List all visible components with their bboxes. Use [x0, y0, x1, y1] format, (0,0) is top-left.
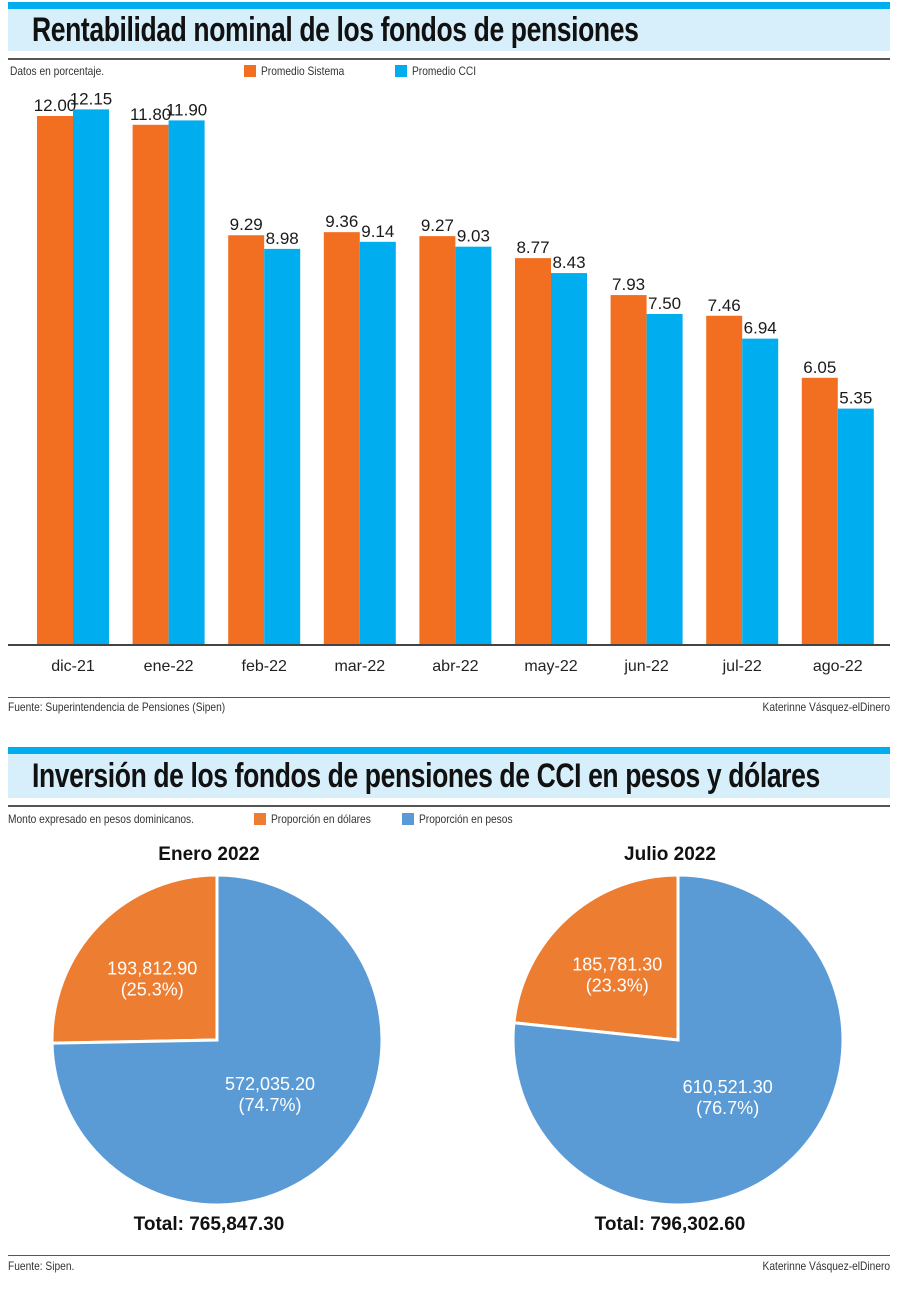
pie-total-label: Total: 765,847.30 [134, 1214, 285, 1235]
x-tick-label: jul-22 [722, 658, 762, 675]
bar-value-label: 11.90 [166, 100, 207, 119]
legend-label-promedio-cci: Promedio CCI [412, 64, 477, 78]
section2-credit: Katerinne Vásquez-elDinero [762, 1259, 890, 1273]
bar-value-label: 7.93 [612, 275, 645, 294]
bar-promedio-sistema-dic-21 [37, 116, 73, 644]
section1-top-bar [8, 2, 890, 9]
bar-value-label: 6.94 [744, 319, 777, 338]
bar-value-label: 9.27 [421, 216, 454, 235]
section1-header-rule [8, 58, 890, 60]
section1-title: Rentabilidad nominal de los fondos de pe… [32, 11, 639, 49]
pie-total-label: Total: 796,302.60 [595, 1214, 746, 1235]
section2-top-bar [8, 747, 890, 754]
section2-source: Fuente: Sipen. [8, 1259, 75, 1273]
bar-promedio-cci-jul-22 [742, 338, 779, 644]
x-tick-label: feb-22 [242, 658, 287, 675]
bar-value-label: 9.29 [230, 215, 263, 234]
legend-swatch-dolares [254, 813, 266, 825]
bar-value-label: 12.00 [34, 96, 77, 115]
pie-charts: Enero 2022 193,812.90(25.3%) 572,035.20(74… [50, 844, 845, 1235]
pie-title: Enero 2022 [158, 844, 259, 865]
bar-promedio-sistema-jul-22 [706, 315, 743, 644]
bar-value-label: 6.05 [803, 358, 836, 377]
section2-note: Monto expresado en pesos dominicanos. [8, 812, 194, 826]
legend-label-pesos: Proporción en pesos [419, 812, 513, 826]
x-tick-label: ene-22 [144, 658, 194, 675]
pie-value-label: 185,781.30 [572, 955, 662, 975]
bar-promedio-cci-dic-21 [73, 109, 109, 644]
bar-promedio-sistema-mar-22 [323, 232, 360, 644]
bar-value-label: 8.43 [552, 253, 585, 272]
pie-value-label: 572,035.20 [225, 1074, 315, 1094]
bar-promedio-sistema-abr-22 [419, 236, 456, 644]
pie-slice-dolares [512, 873, 680, 1042]
bar-value-label: 9.03 [457, 227, 490, 246]
x-tick-label: ago-22 [813, 658, 863, 675]
x-tick-label: abr-22 [432, 658, 478, 675]
pie-enero-2022: Enero 2022 193,812.90(25.3%) 572,035.20(74… [50, 844, 384, 1235]
bar-promedio-cci-ene-22 [168, 120, 205, 644]
pie-slice-pesos [50, 873, 384, 1207]
bar-promedio-cci-ago-22 [837, 408, 874, 644]
pie-slice-dolares [50, 873, 219, 1045]
bar-promedio-sistema-feb-22 [228, 235, 265, 645]
bar-promedio-cci-feb-22 [264, 248, 301, 644]
pie-value-label: 193,812.90 [107, 958, 197, 978]
section2-header-rule [8, 805, 890, 807]
bar-value-label: 7.46 [708, 296, 741, 315]
section1-note: Datos en porcentaje. [10, 64, 105, 78]
section2-title-box: Inversión de los fondos de pensiones de … [8, 754, 890, 798]
pie-percent-label: (76.7%) [696, 1098, 759, 1118]
section1-footer-rule [8, 697, 890, 698]
bar-value-label: 8.98 [266, 229, 299, 248]
section1-title-box: Rentabilidad nominal de los fondos de pe… [8, 9, 890, 51]
pie-percent-label: (23.3%) [586, 976, 649, 996]
legend-swatch-pesos [402, 813, 414, 825]
pie-title: Julio 2022 [624, 844, 716, 865]
bar-value-label: 12.15 [70, 89, 113, 108]
pie-slice-pesos [511, 873, 845, 1207]
legend-label-promedio-sistema: Promedio Sistema [261, 64, 345, 78]
bar-promedio-cci-mar-22 [359, 241, 396, 644]
bar-promedio-sistema-ene-22 [132, 124, 169, 645]
legend-swatch-promedio-cci [395, 65, 407, 77]
bar-value-label: 7.50 [648, 294, 681, 313]
pie-percent-label: (25.3%) [121, 979, 184, 999]
bar-value-label: 8.77 [516, 238, 549, 257]
bar-promedio-sistema-jun-22 [610, 295, 647, 644]
bar-promedio-sistema-may-22 [515, 258, 551, 644]
x-tick-label: jun-22 [623, 658, 669, 675]
section1-source: Fuente: Superintendencia de Pensiones (S… [8, 700, 226, 714]
x-tick-label: mar-22 [334, 658, 385, 675]
bar-value-label: 9.14 [361, 222, 394, 241]
pie-julio-2022: Julio 2022 185,781.30(23.3%) 610,521.30(76… [511, 844, 845, 1235]
bar-value-label: 5.35 [839, 389, 872, 408]
section1-credit: Katerinne Vásquez-elDinero [762, 700, 890, 714]
legend-swatch-promedio-sistema [244, 65, 256, 77]
section2-title: Inversión de los fondos de pensiones de … [32, 757, 820, 795]
bar-promedio-cci-jun-22 [646, 314, 683, 644]
x-tick-label: may-22 [524, 658, 577, 675]
bar-promedio-sistema-ago-22 [801, 377, 838, 644]
bar-promedio-cci-abr-22 [455, 246, 492, 644]
bar-promedio-cci-may-22 [551, 273, 587, 644]
section2-footer-rule [8, 1255, 890, 1256]
legend-label-dolares: Proporción en dólares [271, 812, 371, 826]
x-tick-label: dic-21 [51, 658, 95, 675]
pie-percent-label: (74.7%) [238, 1095, 301, 1115]
bar-value-label: 9.36 [325, 212, 358, 231]
pie-value-label: 610,521.30 [683, 1077, 773, 1097]
bar-value-label: 11.80 [130, 105, 171, 124]
